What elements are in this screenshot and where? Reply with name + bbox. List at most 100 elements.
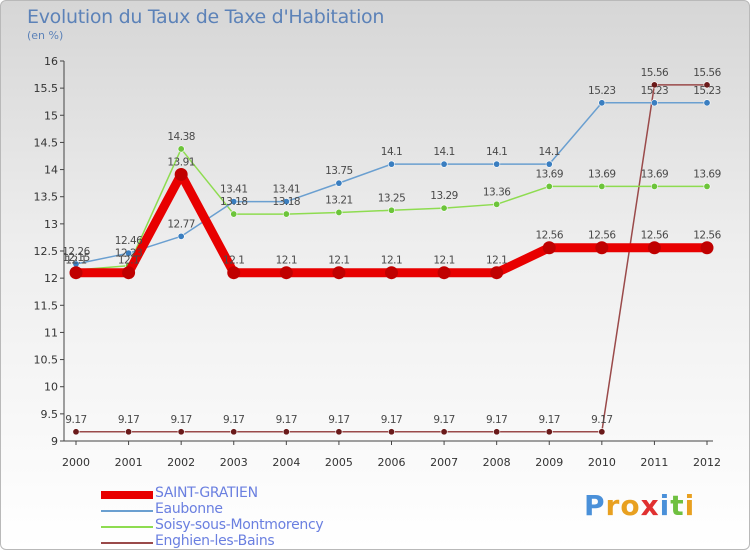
data-label: 9.17 [276, 414, 297, 426]
data-label: 9.17 [486, 414, 507, 426]
brand-letter: x [640, 489, 660, 522]
data-label: 13.36 [483, 186, 511, 198]
data-point [230, 210, 238, 218]
data-point [69, 266, 83, 280]
data-point [230, 198, 238, 206]
legend-swatch [101, 542, 153, 544]
brand-letter: t [670, 489, 685, 522]
x-tick-label: 2009 [535, 456, 563, 469]
y-tick-label: 14 [44, 164, 58, 177]
data-label: 12.1 [65, 255, 86, 267]
legend-label: SAINT-GRATIEN [155, 485, 258, 501]
data-point [282, 210, 290, 218]
x-tick-label: 2011 [640, 456, 668, 469]
data-point [598, 99, 606, 107]
data-point [387, 160, 395, 168]
data-label: 14.1 [486, 146, 507, 158]
data-point [542, 241, 556, 255]
legend-label: Eaubonne [155, 501, 223, 517]
x-tick-label: 2012 [693, 456, 721, 469]
data-label: 12.1 [486, 255, 507, 267]
data-label: 13.41 [220, 184, 248, 196]
data-label: 14.38 [167, 131, 195, 143]
legend-swatch [101, 491, 153, 499]
x-tick-label: 2002 [167, 456, 195, 469]
data-label: 9.17 [328, 414, 349, 426]
y-tick-label: 13.5 [34, 191, 59, 204]
data-point [335, 208, 343, 216]
data-label: 12.56 [693, 230, 721, 242]
data-label: 15.23 [641, 85, 669, 97]
proxiti-logo: Proxiti [584, 489, 695, 522]
data-point [335, 179, 343, 187]
brand-letter: P [584, 489, 606, 522]
x-tick-label: 2010 [588, 456, 616, 469]
data-label: 9.17 [381, 414, 402, 426]
data-point [440, 160, 448, 168]
x-tick-label: 2000 [62, 456, 90, 469]
data-label: 12.1 [276, 255, 297, 267]
data-label: 9.17 [170, 414, 191, 426]
data-point [493, 428, 501, 436]
x-tick-label: 2008 [483, 456, 511, 469]
data-point [700, 241, 714, 255]
brand-letter: i [684, 489, 696, 522]
data-point [177, 145, 185, 153]
chart-title: Evolution du Taux de Taxe d'Habitation [27, 6, 385, 28]
data-label: 9.17 [591, 414, 612, 426]
data-label: 13.69 [588, 168, 616, 180]
data-label: 13.18 [273, 196, 301, 208]
data-point [650, 99, 658, 107]
data-label: 13.25 [378, 192, 406, 204]
legend-swatch [101, 526, 153, 528]
data-point [437, 266, 451, 280]
data-label: 14.1 [381, 146, 402, 158]
data-point [279, 266, 293, 280]
legend-label: Soisy-sous-Montmorency [155, 517, 324, 533]
y-tick-label: 13 [44, 218, 58, 231]
data-point [598, 182, 606, 190]
data-point [493, 160, 501, 168]
data-label: 15.56 [693, 67, 721, 79]
data-label: 12.15 [62, 252, 90, 264]
data-point [545, 160, 553, 168]
data-point [545, 182, 553, 190]
data-label: 9.17 [433, 414, 454, 426]
data-point [703, 99, 711, 107]
legend-label: Enghien-les-Bains [155, 533, 275, 549]
data-point [177, 428, 185, 436]
data-point [122, 266, 136, 280]
data-label: 9.17 [539, 414, 560, 426]
data-point [332, 266, 346, 280]
x-tick-label: 2006 [378, 456, 406, 469]
data-label: 9.17 [223, 414, 244, 426]
y-tick-label: 12 [44, 272, 58, 285]
y-tick-label: 10 [44, 381, 58, 394]
data-label: 12.1 [433, 255, 454, 267]
data-point [385, 266, 398, 280]
legend-swatch [101, 510, 153, 512]
y-tick-label: 14.5 [34, 136, 59, 149]
data-label: 13.29 [430, 190, 458, 202]
data-label: 12.1 [223, 255, 244, 267]
data-label: 12.56 [535, 230, 563, 242]
data-label: 15.23 [588, 85, 616, 97]
data-label: 13.41 [273, 184, 301, 196]
y-tick-label: 16 [44, 55, 58, 68]
data-label: 9.17 [65, 414, 86, 426]
data-label: 13.21 [325, 194, 353, 206]
y-tick-label: 11.5 [34, 299, 59, 312]
data-point [282, 428, 290, 436]
data-point [650, 182, 658, 190]
data-point [493, 200, 501, 208]
data-point [335, 428, 343, 436]
data-label: 12.1 [328, 255, 349, 267]
data-point [387, 428, 395, 436]
data-label: 14.1 [539, 146, 560, 158]
data-label: 13.69 [693, 168, 721, 180]
y-tick-label: 9 [51, 435, 58, 448]
data-point [545, 428, 553, 436]
data-label: 12.1 [381, 255, 402, 267]
